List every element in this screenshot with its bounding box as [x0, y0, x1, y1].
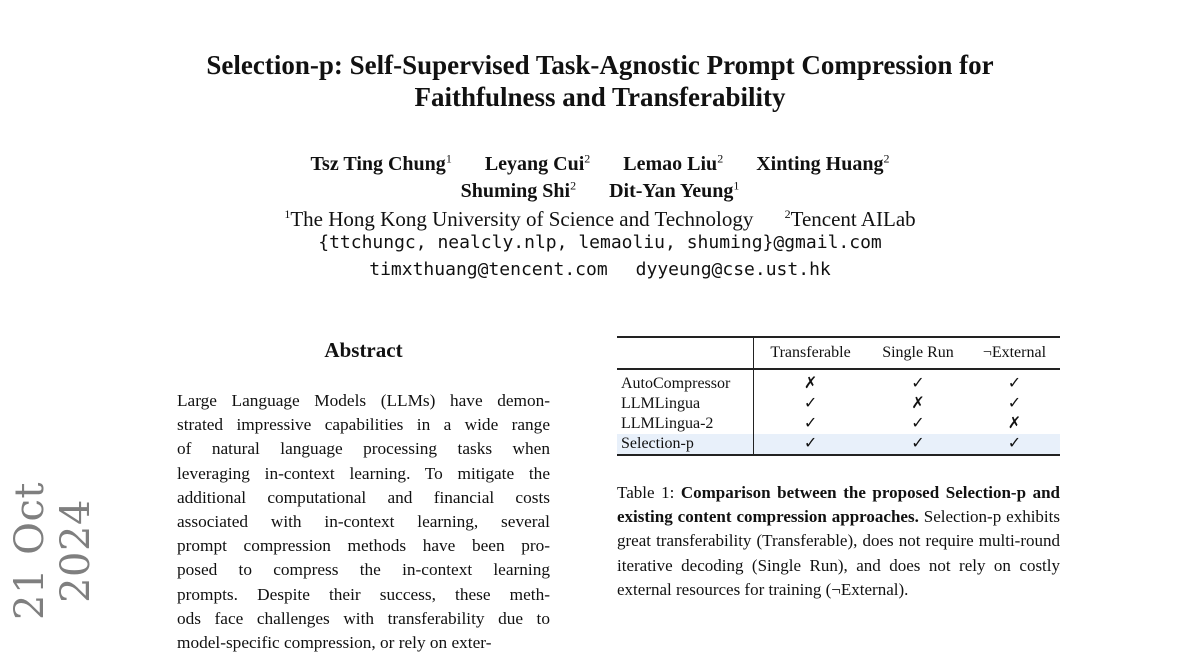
check-icon: ✓ [911, 415, 925, 432]
author-row-2: Shuming Shi2 Dit-Yan Yeung1 [0, 171, 1200, 205]
affiliation: 1The Hong Kong University of Science and… [284, 207, 754, 231]
abstract-line: leveraging in-context learning. To mitig… [177, 463, 550, 483]
check-icon: ✓ [753, 434, 868, 456]
check-icon: ✓ [803, 395, 818, 412]
table-row: LLMLingua-2 ✓ ✓ ✗ [617, 414, 1060, 434]
email: timxthuang@tencent.com [369, 259, 608, 280]
table-row: LLMLingua ✓ ✗ ✓ [617, 394, 1060, 414]
abstract-heading: Abstract [324, 338, 403, 362]
author: Dit-Yan Yeung1 [609, 178, 740, 202]
column-header: Transferable [753, 336, 868, 370]
column-header: ¬External [968, 336, 1060, 370]
affiliations: 1The Hong Kong University of Science and… [0, 200, 1200, 233]
email-line-1: {ttchungc, nealcly.nlp, lemaoliu, shumin… [318, 232, 882, 253]
check-icon: ✓ [1007, 395, 1022, 412]
abstract-line: posed to compress the in-context learnin… [177, 560, 550, 580]
abstract-line: prompt compression methods have been pro… [177, 536, 550, 556]
cross-icon: ✗ [911, 395, 925, 412]
author: Tsz Ting Chung1 [310, 151, 452, 175]
method-name: AutoCompressor [617, 369, 754, 394]
abstract-line: strated impressive capabilities in a wid… [177, 415, 550, 435]
check-icon: ✓ [1007, 375, 1022, 392]
check-icon: ✓ [968, 434, 1060, 456]
author: Lemao Liu2 [623, 151, 724, 175]
abstract-line: Large Language Models (LLMs) have demon- [177, 391, 550, 410]
author: Xinting Huang2 [756, 151, 890, 175]
column-header [617, 336, 754, 370]
table-header-row: Transferable Single Run ¬External [617, 336, 1060, 370]
author: Leyang Cui2 [484, 151, 591, 175]
abstract-line: prompts. Despite their success, these me… [177, 584, 550, 604]
paper-title-line-2: Faithfulness and Transferability [414, 82, 786, 112]
method-name: LLMLingua-2 [617, 414, 754, 434]
check-icon: ✓ [803, 415, 818, 432]
author: Shuming Shi2 [460, 178, 577, 202]
cross-icon: ✗ [1007, 415, 1022, 432]
affiliation: 2Tencent AILab [784, 207, 916, 231]
abstract-line: additional computational and financial c… [177, 487, 550, 507]
comparison-table: Transferable Single Run ¬External AutoCo… [617, 336, 1060, 456]
email-line-2: timxthuang@tencent.com dyyeung@cse.ust.hk [0, 256, 1200, 283]
check-icon: ✓ [911, 375, 925, 392]
method-name: Selection-p [617, 434, 754, 456]
method-name: LLMLingua [617, 394, 754, 414]
author-row-1: Tsz Ting Chung1 Leyang Cui2 Lemao Liu2 X… [0, 144, 1200, 178]
abstract-line: ods face challenges with transferability… [177, 608, 550, 628]
abstract-line: of natural language processing tasks whe… [177, 439, 550, 459]
column-header: Single Run [867, 336, 969, 370]
table-caption: Table 1: Comparison between the proposed… [617, 483, 1060, 599]
abstract-line: associated with in-context learning, sev… [177, 512, 550, 531]
check-icon: ✓ [867, 434, 969, 456]
table-row: AutoCompressor ✗ ✓ ✓ [617, 369, 1060, 394]
email: dyyeung@cse.ust.hk [635, 259, 831, 280]
arxiv-date-stamp: 21 Oct 2024 [7, 482, 99, 620]
abstract-line: model-specific compression, or rely on e… [177, 633, 492, 652]
table-row: Selection-p ✓ ✓ ✓ [617, 434, 1060, 456]
cross-icon: ✗ [803, 375, 818, 392]
paper-title-line-1: Selection-p: Self-Supervised Task-Agnost… [206, 50, 994, 80]
